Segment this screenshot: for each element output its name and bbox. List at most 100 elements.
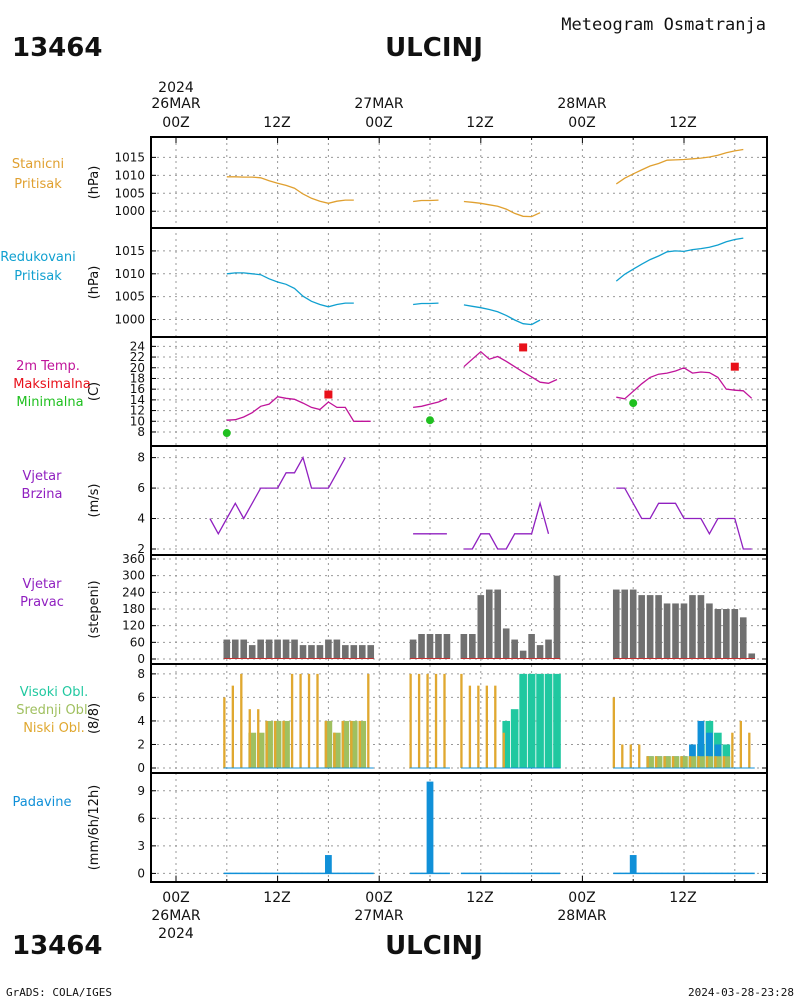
cloud-mid-bar	[654, 756, 663, 768]
cloud-mid-bar	[714, 756, 722, 768]
temp-title-3: Minimalna	[16, 395, 83, 410]
wind-dir-bar	[282, 639, 290, 659]
cloud-high-bar	[553, 673, 561, 768]
top-hour-label-2: 00Z	[365, 115, 392, 131]
series-line	[615, 237, 744, 282]
cloud-low-bar	[341, 720, 345, 768]
wind-dir-bar	[350, 645, 358, 659]
cloud-total-bar	[697, 720, 705, 768]
y-tick-label: 0	[137, 866, 145, 880]
panel-reduced_pressure: 1000 1005 1010 1015 (hPa)	[87, 227, 768, 338]
station-name-bottom: ULCINJ	[385, 931, 483, 961]
wind-dir-bar	[638, 595, 645, 659]
cloud-low-bar	[485, 685, 488, 768]
bottom-hour-label-12b: 12Z	[466, 890, 493, 906]
footer-credit: GrADS: COLA/IGES	[6, 986, 112, 999]
y-axis-label: (8/8)	[87, 703, 102, 734]
top-day-label-2: 27MAR	[354, 96, 403, 112]
y-tick-label: 3	[137, 839, 145, 853]
precip-bar	[629, 855, 637, 874]
y-axis-label: (stepeni)	[87, 580, 102, 638]
y-tick-label: 6	[137, 811, 145, 825]
wind-dir-bar	[748, 653, 756, 659]
cloud-low-bar	[290, 673, 294, 768]
min-temp-marker	[426, 416, 434, 425]
cloud-low-bar	[705, 756, 709, 768]
wind-dir-bar	[291, 639, 298, 659]
wind-dir-bar	[536, 645, 544, 659]
wind-dir-bar	[418, 634, 425, 659]
temp-title-1: 2m Temp.	[16, 359, 80, 374]
y-tick-label: 1010	[114, 168, 145, 182]
cloud-low-bar	[257, 709, 260, 768]
y-tick-label: 6	[137, 481, 145, 495]
cloud-low-bar	[612, 697, 615, 768]
panel-frame	[150, 336, 768, 447]
y-tick-label: 1010	[114, 267, 145, 281]
wind-dir-bar	[409, 639, 417, 659]
wind-dir-bar	[342, 645, 349, 659]
cloud-mid-bar	[256, 732, 265, 768]
cloud-low-bar	[231, 685, 234, 768]
max-temp-marker	[324, 390, 333, 399]
cloud-low-bar	[443, 673, 446, 768]
wind-dir-bar	[299, 645, 307, 659]
cloud-low-bar	[358, 720, 361, 768]
cloud-low-bar	[367, 673, 370, 768]
cloud-high-bar	[519, 673, 527, 768]
y-tick-label: 4	[137, 714, 145, 728]
wind-dir-bar	[502, 628, 510, 659]
cloud-low-bar	[350, 720, 353, 768]
cloud-high-bar	[510, 709, 519, 768]
product-title: Meteogram Osmatranja	[561, 15, 766, 35]
wind-dir-bar	[706, 603, 713, 659]
cloud-mid-bar	[671, 756, 680, 768]
station-pressure-title-2: Pritisak	[14, 177, 62, 192]
wind-dir-bar	[240, 639, 248, 659]
cloud-low-bar	[671, 756, 675, 768]
y-tick-label: 2	[137, 542, 145, 556]
cloud-low-bar	[417, 673, 421, 768]
cloud-total-bar	[706, 732, 713, 768]
cloud-low-bar	[748, 732, 751, 768]
panel-titles: Stanicni Pritisak Redukovani Pritisak 2m…	[0, 157, 91, 810]
y-tick-label: 60	[130, 635, 145, 649]
cloud-mid-bar	[248, 732, 257, 768]
y-tick-label: 1000	[114, 313, 145, 327]
top-day-label-3: 28MAR	[557, 96, 606, 112]
y-tick-label: 16	[130, 382, 145, 396]
wind-dir-bar	[612, 589, 620, 659]
bottom-day-label-1: 26MAR	[151, 908, 200, 924]
station-id-bottom: 13464	[12, 931, 102, 961]
wind-dir-bar	[731, 609, 739, 659]
series-line	[616, 487, 752, 550]
footer-timestamp: 2024-03-28-23:28	[688, 986, 794, 999]
precip-title: Padavine	[13, 795, 72, 810]
top-year-label: 2024	[158, 80, 194, 96]
wind-dir-bar	[511, 639, 518, 659]
series-line	[615, 148, 744, 185]
cloud-mid-bar	[349, 720, 358, 768]
cloud-low-bar	[324, 720, 328, 768]
min-temp-marker	[629, 399, 638, 408]
series-line	[463, 200, 541, 218]
cloud-low-bar	[621, 744, 624, 768]
wind-dir-bar	[672, 603, 679, 659]
wind-dir-bar	[308, 645, 315, 659]
wind-dir-bar	[723, 609, 730, 659]
panel-precipitation: 0 3 6 9 (mm/6h/12h)	[87, 772, 768, 883]
cloud-mid-bar	[341, 720, 350, 768]
y-axis-label: (hPa)	[87, 166, 102, 200]
wind-speed-title-1: Vjetar	[23, 469, 63, 484]
reduced-pressure-title-1: Redukovani	[0, 250, 75, 265]
y-tick-label: 1005	[114, 290, 145, 304]
cloud-title-2: Srednji Obl.	[16, 703, 91, 718]
cloud-low-bar	[722, 756, 726, 768]
y-tick-label: 22	[130, 350, 145, 364]
cloud-high-bar	[536, 673, 544, 768]
top-hour-label-1: 00Z	[162, 115, 189, 131]
wind-dir-bar	[316, 645, 324, 659]
cloud-low-bar	[426, 673, 429, 768]
